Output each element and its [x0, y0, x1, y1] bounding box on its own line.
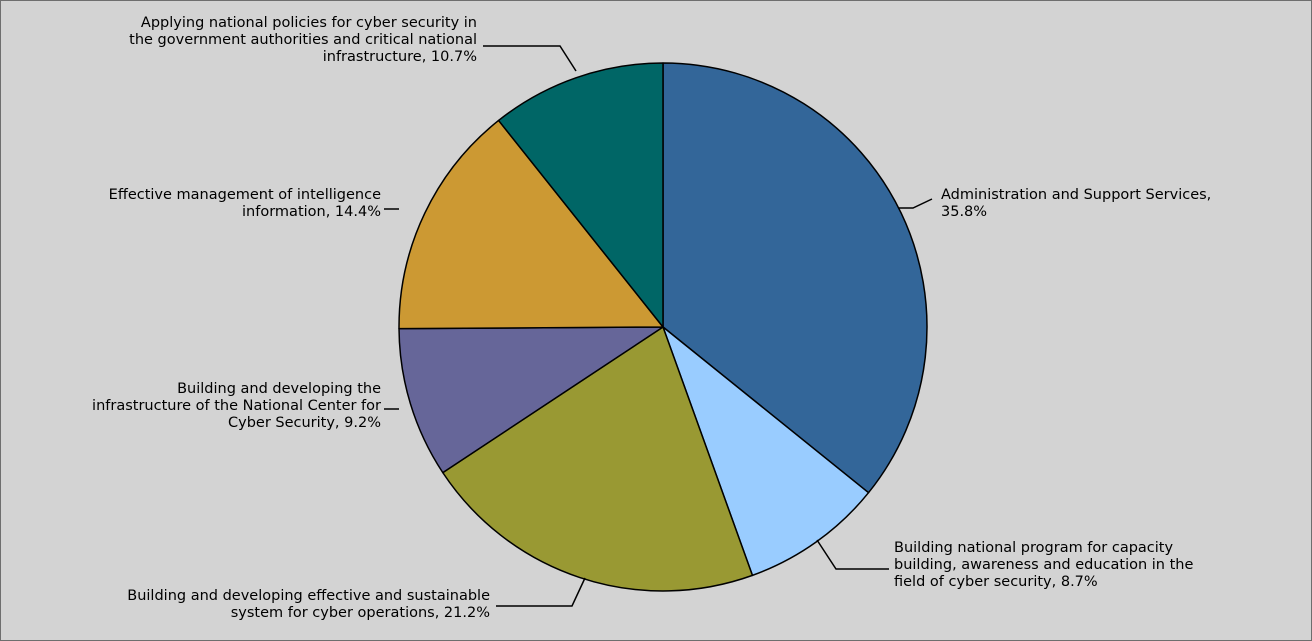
- label-line: Applying national policies for cyber sec…: [140, 15, 477, 31]
- pie-slice-national-policies: [497, 62, 664, 328]
- label-line: Building national program for capacity: [894, 540, 1174, 556]
- label-line: 35.8%: [941, 204, 988, 220]
- slice-label-cyber-operations: Building and developing effective and su…: [127, 588, 490, 622]
- pie-slice-administration: [662, 62, 928, 494]
- label-line: the government authorities and critical …: [129, 32, 477, 48]
- label-line: information, 14.4%: [242, 204, 381, 220]
- leader-line-cyber-operations: [496, 577, 586, 607]
- label-line: Cyber Security, 9.2%: [227, 415, 381, 431]
- pie-slices: [398, 62, 928, 592]
- label-line: Administration and Support Services,: [941, 187, 1212, 203]
- label-line: building, awareness and education in the: [894, 557, 1194, 573]
- pie-slice-cyber-operations: [442, 326, 754, 592]
- pie-slice-intelligence: [398, 119, 664, 330]
- label-line: infrastructure, 10.7%: [322, 49, 477, 65]
- pie-slice-infrastructure-center: [398, 326, 664, 474]
- pie-slice-capacity-building: [662, 326, 870, 577]
- leader-line-administration: [898, 198, 933, 209]
- label-line: Building and developing effective and su…: [127, 588, 490, 604]
- slice-label-national-policies: Applying national policies for cyber sec…: [129, 15, 477, 66]
- leader-line-capacity-building: [816, 539, 889, 570]
- slice-label-infrastructure-center: Building and developing the infrastructu…: [92, 381, 381, 432]
- label-line: field of cyber security, 8.7%: [894, 574, 1098, 590]
- leader-line-national-policies: [483, 45, 577, 72]
- slice-label-intelligence: Effective management of intelligence inf…: [109, 187, 381, 221]
- label-line: system for cyber operations, 21.2%: [230, 605, 490, 621]
- label-line: Building and developing the: [177, 381, 381, 397]
- slice-label-capacity-building: Building national program for capacity b…: [894, 540, 1193, 591]
- label-line: Effective management of intelligence: [108, 187, 381, 203]
- slice-label-administration: Administration and Support Services, 35.…: [941, 187, 1211, 221]
- leader-lines: [384, 45, 933, 607]
- label-line: infrastructure of the National Center fo…: [92, 398, 381, 414]
